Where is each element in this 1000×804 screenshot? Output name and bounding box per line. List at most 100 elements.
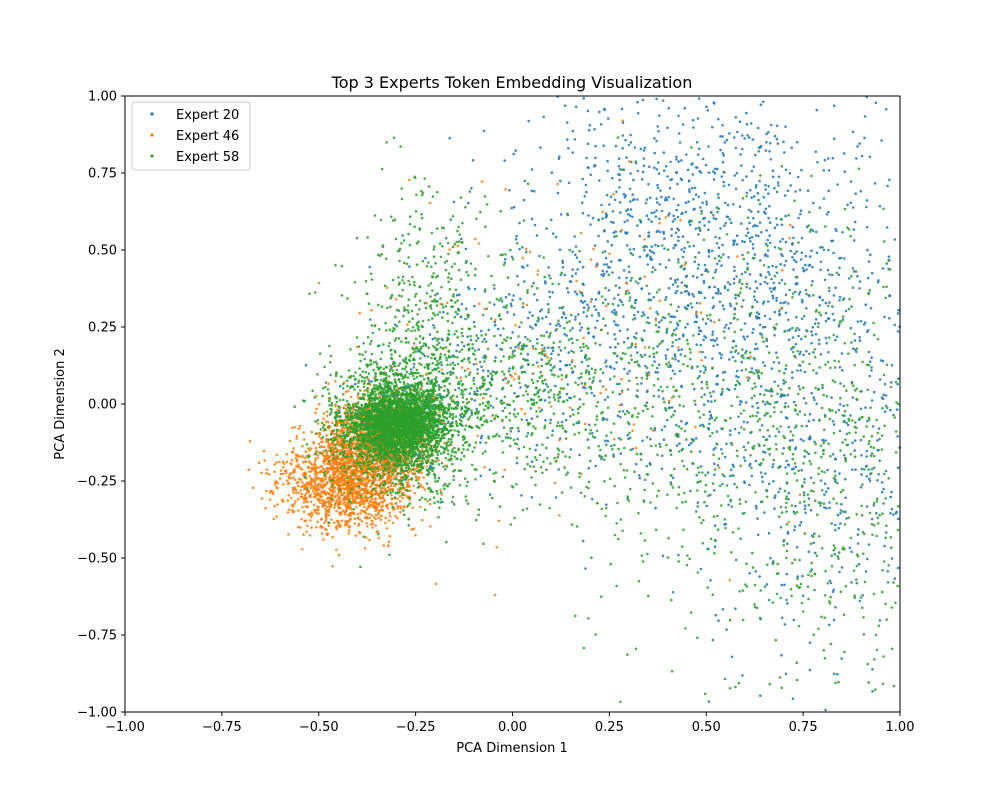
data-point (641, 178, 644, 181)
data-point (405, 481, 409, 484)
data-point (794, 329, 798, 332)
data-point (517, 429, 520, 433)
data-point (782, 301, 785, 305)
data-point (650, 258, 654, 261)
data-point (800, 236, 804, 240)
data-point (340, 427, 344, 431)
data-point (842, 404, 845, 408)
data-point (712, 448, 715, 451)
data-point (611, 271, 614, 274)
data-point (330, 518, 333, 521)
data-point (681, 255, 685, 259)
data-point (665, 296, 668, 299)
data-point (481, 369, 485, 372)
data-point (767, 598, 771, 602)
data-point (792, 618, 796, 622)
data-point (703, 296, 707, 300)
data-point (404, 385, 408, 388)
data-point (389, 501, 392, 505)
data-point (690, 186, 694, 190)
data-point (643, 249, 646, 252)
data-point (581, 386, 585, 389)
data-point (338, 448, 342, 452)
data-point (669, 481, 673, 484)
data-point (606, 169, 609, 173)
data-point (805, 424, 808, 428)
data-point (865, 505, 869, 508)
data-point (340, 473, 344, 477)
data-point (764, 207, 768, 211)
data-point (523, 179, 527, 183)
data-point (696, 153, 700, 156)
data-point (603, 229, 606, 232)
data-point (858, 339, 862, 342)
data-point (673, 328, 676, 332)
data-point (628, 187, 632, 191)
data-point (680, 212, 683, 216)
data-point (437, 459, 441, 462)
data-point (838, 295, 842, 299)
data-point (744, 270, 747, 274)
data-point (735, 369, 739, 373)
data-point (586, 166, 590, 169)
data-point (604, 298, 607, 301)
data-point (746, 335, 749, 338)
data-point (617, 157, 621, 160)
data-point (693, 186, 697, 190)
data-point (835, 335, 839, 339)
data-point (365, 497, 369, 501)
data-point (594, 326, 597, 330)
data-point (523, 280, 526, 283)
data-point (870, 517, 874, 521)
data-point (773, 134, 777, 138)
data-point (799, 212, 802, 216)
data-point (281, 466, 285, 469)
data-point (807, 419, 811, 423)
data-point (619, 259, 622, 262)
data-point (776, 181, 780, 184)
data-point (660, 454, 664, 458)
data-point (793, 252, 796, 256)
data-point (438, 410, 441, 414)
data-point (630, 160, 633, 164)
data-point (670, 227, 673, 231)
data-point (722, 184, 726, 188)
data-point (367, 504, 370, 508)
data-point (586, 142, 590, 145)
data-point (696, 117, 700, 120)
data-point (638, 277, 641, 281)
data-point (671, 591, 675, 594)
data-point (706, 426, 710, 430)
data-point (766, 254, 769, 258)
data-point (601, 371, 605, 375)
data-point (534, 323, 537, 326)
data-point (760, 424, 764, 427)
data-point (707, 248, 710, 252)
data-point (610, 220, 613, 224)
data-point (647, 292, 651, 296)
data-point (761, 326, 765, 329)
data-point (789, 184, 792, 187)
data-point (622, 315, 625, 318)
data-point (568, 280, 572, 283)
data-point (673, 353, 677, 356)
data-point (540, 408, 544, 412)
data-point (612, 221, 615, 224)
data-point (354, 534, 358, 537)
data-point (715, 337, 719, 340)
data-point (885, 262, 888, 265)
data-point (740, 369, 744, 372)
data-point (725, 323, 728, 327)
data-point (892, 513, 895, 516)
data-point (298, 424, 302, 428)
data-point (859, 407, 863, 411)
data-point (370, 514, 374, 517)
data-point (838, 570, 841, 574)
data-point (723, 286, 727, 290)
data-point (752, 217, 755, 220)
data-point (761, 100, 765, 104)
data-point (871, 668, 874, 671)
data-point (421, 518, 424, 522)
data-point (332, 462, 336, 465)
data-point (851, 267, 855, 270)
